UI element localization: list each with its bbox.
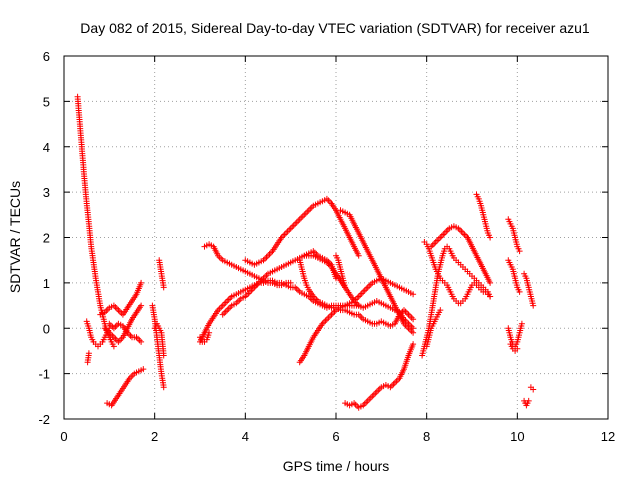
- x-tick-label: 10: [510, 429, 524, 444]
- data-point: [355, 252, 362, 259]
- data-point: [487, 234, 494, 241]
- series-arc-21: [342, 341, 417, 411]
- series-arc-10: [156, 257, 167, 291]
- data-point: [437, 307, 444, 314]
- series-arc-08: [149, 302, 167, 391]
- data-point: [516, 248, 523, 255]
- data-point: [138, 302, 145, 309]
- data-point: [530, 302, 537, 309]
- series-arc-27: [505, 216, 523, 255]
- x-tick-label: 0: [60, 429, 67, 444]
- y-tick-label: 6: [43, 49, 50, 64]
- y-tick-label: 0: [43, 321, 50, 336]
- data-point: [487, 293, 494, 300]
- y-tick-label: 5: [43, 94, 50, 109]
- data-point: [160, 284, 167, 291]
- data-point: [410, 291, 417, 298]
- x-tick-label: 6: [332, 429, 339, 444]
- data-point: [333, 275, 339, 282]
- data-point: [516, 288, 523, 295]
- grid-lines: [64, 56, 608, 419]
- data-point: [160, 352, 167, 359]
- x-tick-label: 4: [242, 429, 249, 444]
- series-arc-30: [507, 341, 521, 354]
- data-point: [160, 384, 167, 391]
- y-tick-label: -1: [38, 367, 50, 382]
- series-arc-07: [104, 366, 147, 409]
- y-tick-label: 2: [43, 231, 50, 246]
- data-point: [138, 279, 145, 286]
- data-point: [138, 338, 145, 345]
- series-arc-31: [521, 270, 537, 309]
- data-point: [410, 329, 417, 336]
- data-point: [206, 329, 213, 336]
- y-axis-title: SDTVAR / TECUs: [7, 181, 23, 293]
- series-arc-32: [521, 397, 532, 409]
- series-arc-18: [301, 248, 339, 282]
- data-point: [140, 366, 147, 373]
- series-arc-20: [337, 207, 417, 336]
- data-point: [487, 279, 494, 286]
- y-tick-label: -2: [38, 412, 50, 427]
- data-point: [342, 284, 349, 291]
- y-tick-label: 3: [43, 185, 50, 200]
- data-points: [74, 93, 537, 411]
- series-arc-28: [505, 257, 523, 295]
- data-point: [410, 341, 417, 348]
- series-arc-15: [242, 195, 362, 268]
- series-arc-12: [197, 329, 213, 345]
- x-tick-label: 2: [151, 429, 158, 444]
- series-arc-04: [97, 279, 145, 318]
- x-axis-title: GPS time / hours: [283, 458, 390, 474]
- series-arc-09: [151, 320, 167, 359]
- y-tick-labels: -2 -1 0 1 2 3 4 5 6: [38, 49, 50, 427]
- data-point: [110, 343, 117, 350]
- y-tick-label: 4: [43, 140, 50, 155]
- data-point: [525, 397, 532, 404]
- data-point: [287, 279, 294, 286]
- x-tick-labels: 0 2 4 6 8 10 12: [60, 429, 615, 444]
- data-point: [518, 320, 525, 327]
- series-arc-19: [333, 252, 349, 291]
- series-arc-06: [106, 320, 145, 345]
- series-arc-33: [527, 384, 537, 393]
- series-arc-26: [473, 191, 494, 241]
- data-point: [410, 316, 417, 323]
- chart-title: Day 082 of 2015, Sidereal Day-to-day VTE…: [80, 20, 590, 36]
- data-point: [514, 345, 521, 352]
- plot-frame: [63, 55, 609, 420]
- data-point: [84, 359, 91, 366]
- y-tick-label: 1: [43, 276, 50, 291]
- x-tick-label: 12: [601, 429, 615, 444]
- series-arc-25: [423, 307, 444, 350]
- series-arc-24: [428, 223, 494, 286]
- x-tick-label: 8: [423, 429, 430, 444]
- data-point: [530, 386, 537, 393]
- series-arc-03: [84, 350, 92, 366]
